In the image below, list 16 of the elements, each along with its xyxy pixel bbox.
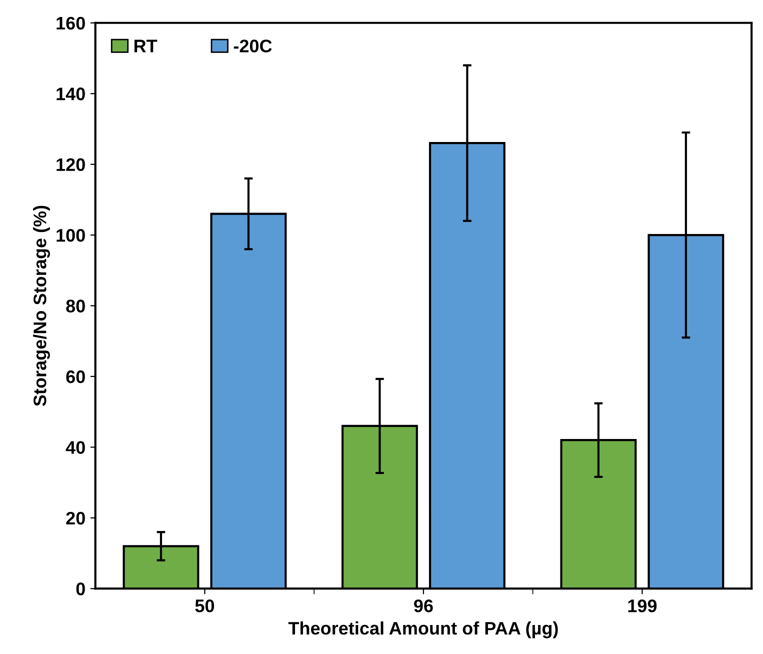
legend-label: -20C xyxy=(234,40,272,52)
y-axis-title: Storage/No Storage (%) xyxy=(33,206,50,406)
x-tick-label: 199 xyxy=(628,599,657,612)
y-tick-label: 20 xyxy=(66,512,85,525)
x-tick-label: 96 xyxy=(414,599,433,612)
y-tick-label: 120 xyxy=(56,158,85,172)
y-tick-label: 60 xyxy=(66,370,85,384)
legend-label: RT xyxy=(134,40,158,52)
y-tick-label: 140 xyxy=(56,88,85,100)
y-tick-label: 160 xyxy=(56,16,85,30)
y-tick-label: 100 xyxy=(56,228,85,242)
x-tick-label: 50 xyxy=(195,599,214,612)
y-tick-label: 80 xyxy=(66,300,85,312)
y-tick-label: 0 xyxy=(76,582,85,596)
x-axis-title: Theoretical Amount of PAA (µg) xyxy=(288,621,558,638)
y-tick-label: 40 xyxy=(66,441,85,454)
